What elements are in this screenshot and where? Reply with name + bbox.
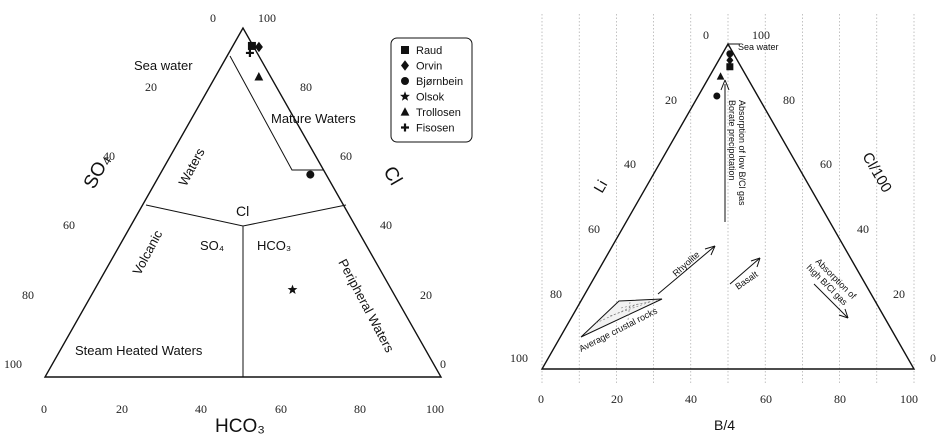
borate-arrow-head <box>720 79 730 91</box>
r-right-tick-80: 80 <box>783 93 795 107</box>
basalt-arrow-head <box>750 257 761 268</box>
data-point-olsok <box>287 284 298 294</box>
right-data-point-4 <box>713 92 721 100</box>
mature-water-boundary <box>229 55 323 171</box>
data-point-orvin <box>254 41 263 53</box>
r-left-tick-0: 0 <box>703 28 709 42</box>
field-label-peripheral-waters: Peripheral Waters <box>335 256 397 355</box>
basalt-arrow <box>729 257 761 285</box>
right-data-point-1 <box>726 55 734 65</box>
r-bottom-tick-60: 60 <box>760 392 772 406</box>
crustal-rocks-hatch <box>595 299 658 324</box>
field-label-sea-water: Sea water <box>134 58 193 73</box>
legend: Raud Orvin Bjørnbein Olsok Trollosen Fisosen <box>390 37 473 143</box>
axis-label-cl100: Cl/100 <box>859 150 895 196</box>
right-tick-40: 40 <box>380 218 392 232</box>
right-data-point-2 <box>726 63 734 71</box>
right-data-point-0 <box>726 50 734 58</box>
legend-label: Trollosen <box>416 107 461 119</box>
annot-rhyolite: Rhyolite <box>671 249 702 278</box>
r-right-tick-40: 40 <box>857 222 869 236</box>
field-boundary-lines <box>145 204 347 377</box>
left-tick-100: 100 <box>4 357 22 371</box>
r-bottom-tick-0: 0 <box>538 392 544 406</box>
r-bottom-tick-100: 100 <box>900 392 918 406</box>
axis-label-hco3: HCO₃ <box>215 416 265 437</box>
annot-borate-2: Absorption of low B/Cl gas <box>737 100 747 206</box>
legend-label: Fisosen <box>416 123 455 135</box>
crustal-rocks-region <box>580 298 663 338</box>
bottom-tick-60: 60 <box>275 402 287 416</box>
bottom-tick-100: 100 <box>426 402 444 416</box>
left-tick-80: 80 <box>22 288 34 302</box>
right-data-points <box>713 50 734 100</box>
axis-label-b4: B/4 <box>714 417 735 433</box>
field-label-mature-waters: Mature Waters <box>271 111 356 126</box>
axis-label-cl: Cl <box>379 163 406 189</box>
high-bcl-arrow <box>813 283 849 319</box>
right-tick-80: 80 <box>300 80 312 94</box>
bottom-tick-80: 80 <box>354 402 366 416</box>
legend-marker-diamond <box>401 60 409 71</box>
rhyolite-arrow <box>657 245 716 295</box>
field-label-steam-heated-waters: Steam Heated Waters <box>75 343 203 358</box>
data-point-raud <box>247 41 256 50</box>
legend-marker-circle <box>401 77 409 85</box>
legend-box <box>390 37 473 143</box>
annot-sea-water: Sea water <box>738 42 779 52</box>
r-bottom-tick-20: 20 <box>611 392 623 406</box>
r-right-tick-20: 20 <box>893 287 905 301</box>
left-tick-20: 20 <box>145 80 157 94</box>
bottom-tick-0: 0 <box>41 402 47 416</box>
right-tick-20: 20 <box>420 288 432 302</box>
field-label-center-so4: SO₄ <box>200 238 224 253</box>
left-ternary: 0 20 40 60 80 100 100 80 60 40 20 0 0 20… <box>4 11 473 437</box>
right-tick-60: 60 <box>340 149 352 163</box>
axis-label-li: Li <box>591 177 612 196</box>
r-left-tick-100: 100 <box>510 351 528 365</box>
right-vertical-grid <box>541 14 915 384</box>
r-bottom-tick-40: 40 <box>685 392 697 406</box>
data-point-bjørnbein <box>306 170 315 179</box>
r-bottom-tick-80: 80 <box>834 392 846 406</box>
annot-basalt: Basalt <box>733 269 760 292</box>
r-left-tick-80: 80 <box>550 287 562 301</box>
legend-marker-square <box>401 46 409 54</box>
right-data-point-3 <box>716 72 725 80</box>
right-tick-0: 0 <box>440 357 446 371</box>
rhyolite-arrow-head <box>704 245 716 256</box>
left-data-points <box>245 41 315 294</box>
legend-marker-star <box>400 91 410 101</box>
right-triangle-outline <box>540 42 916 370</box>
high-bcl-arrow-head <box>838 308 849 319</box>
field-label-center-hco3: HCO₃ <box>257 238 291 253</box>
r-right-tick-100: 100 <box>752 28 770 42</box>
legend-label: Bjørnbein <box>416 76 463 88</box>
legend-label: Olsok <box>416 92 445 104</box>
legend-label: Orvin <box>416 61 442 73</box>
r-left-tick-60: 60 <box>588 222 600 236</box>
right-ternary: 0 20 40 60 80 100 100 80 60 40 20 0 0 20… <box>510 14 936 433</box>
legend-marker-plus <box>401 123 409 132</box>
field-label-volcanic-waters-2: Waters <box>175 145 208 188</box>
bottom-tick-20: 20 <box>116 402 128 416</box>
r-left-tick-20: 20 <box>665 93 677 107</box>
field-label-center-cl: Cl <box>236 203 249 219</box>
left-tick-40: 40 <box>103 149 115 163</box>
data-point-trollosen <box>254 72 264 81</box>
left-tick-0: 0 <box>210 11 216 25</box>
r-right-tick-60: 60 <box>820 157 832 171</box>
legend-label: Raud <box>416 45 442 57</box>
right-tick-100: 100 <box>258 11 276 25</box>
annot-borate-1: Borate precipotation <box>727 100 737 181</box>
field-label-volcanic-waters-1: Volcanic <box>129 227 165 277</box>
r-left-tick-40: 40 <box>624 157 636 171</box>
legend-marker-triangle <box>400 107 410 116</box>
data-point-fisosen <box>245 48 254 57</box>
left-tick-60: 60 <box>63 218 75 232</box>
bottom-tick-40: 40 <box>195 402 207 416</box>
legend-items: Raud Orvin Bjørnbein Olsok Trollosen Fisosen <box>400 45 463 135</box>
r-right-tick-0: 0 <box>930 351 936 365</box>
